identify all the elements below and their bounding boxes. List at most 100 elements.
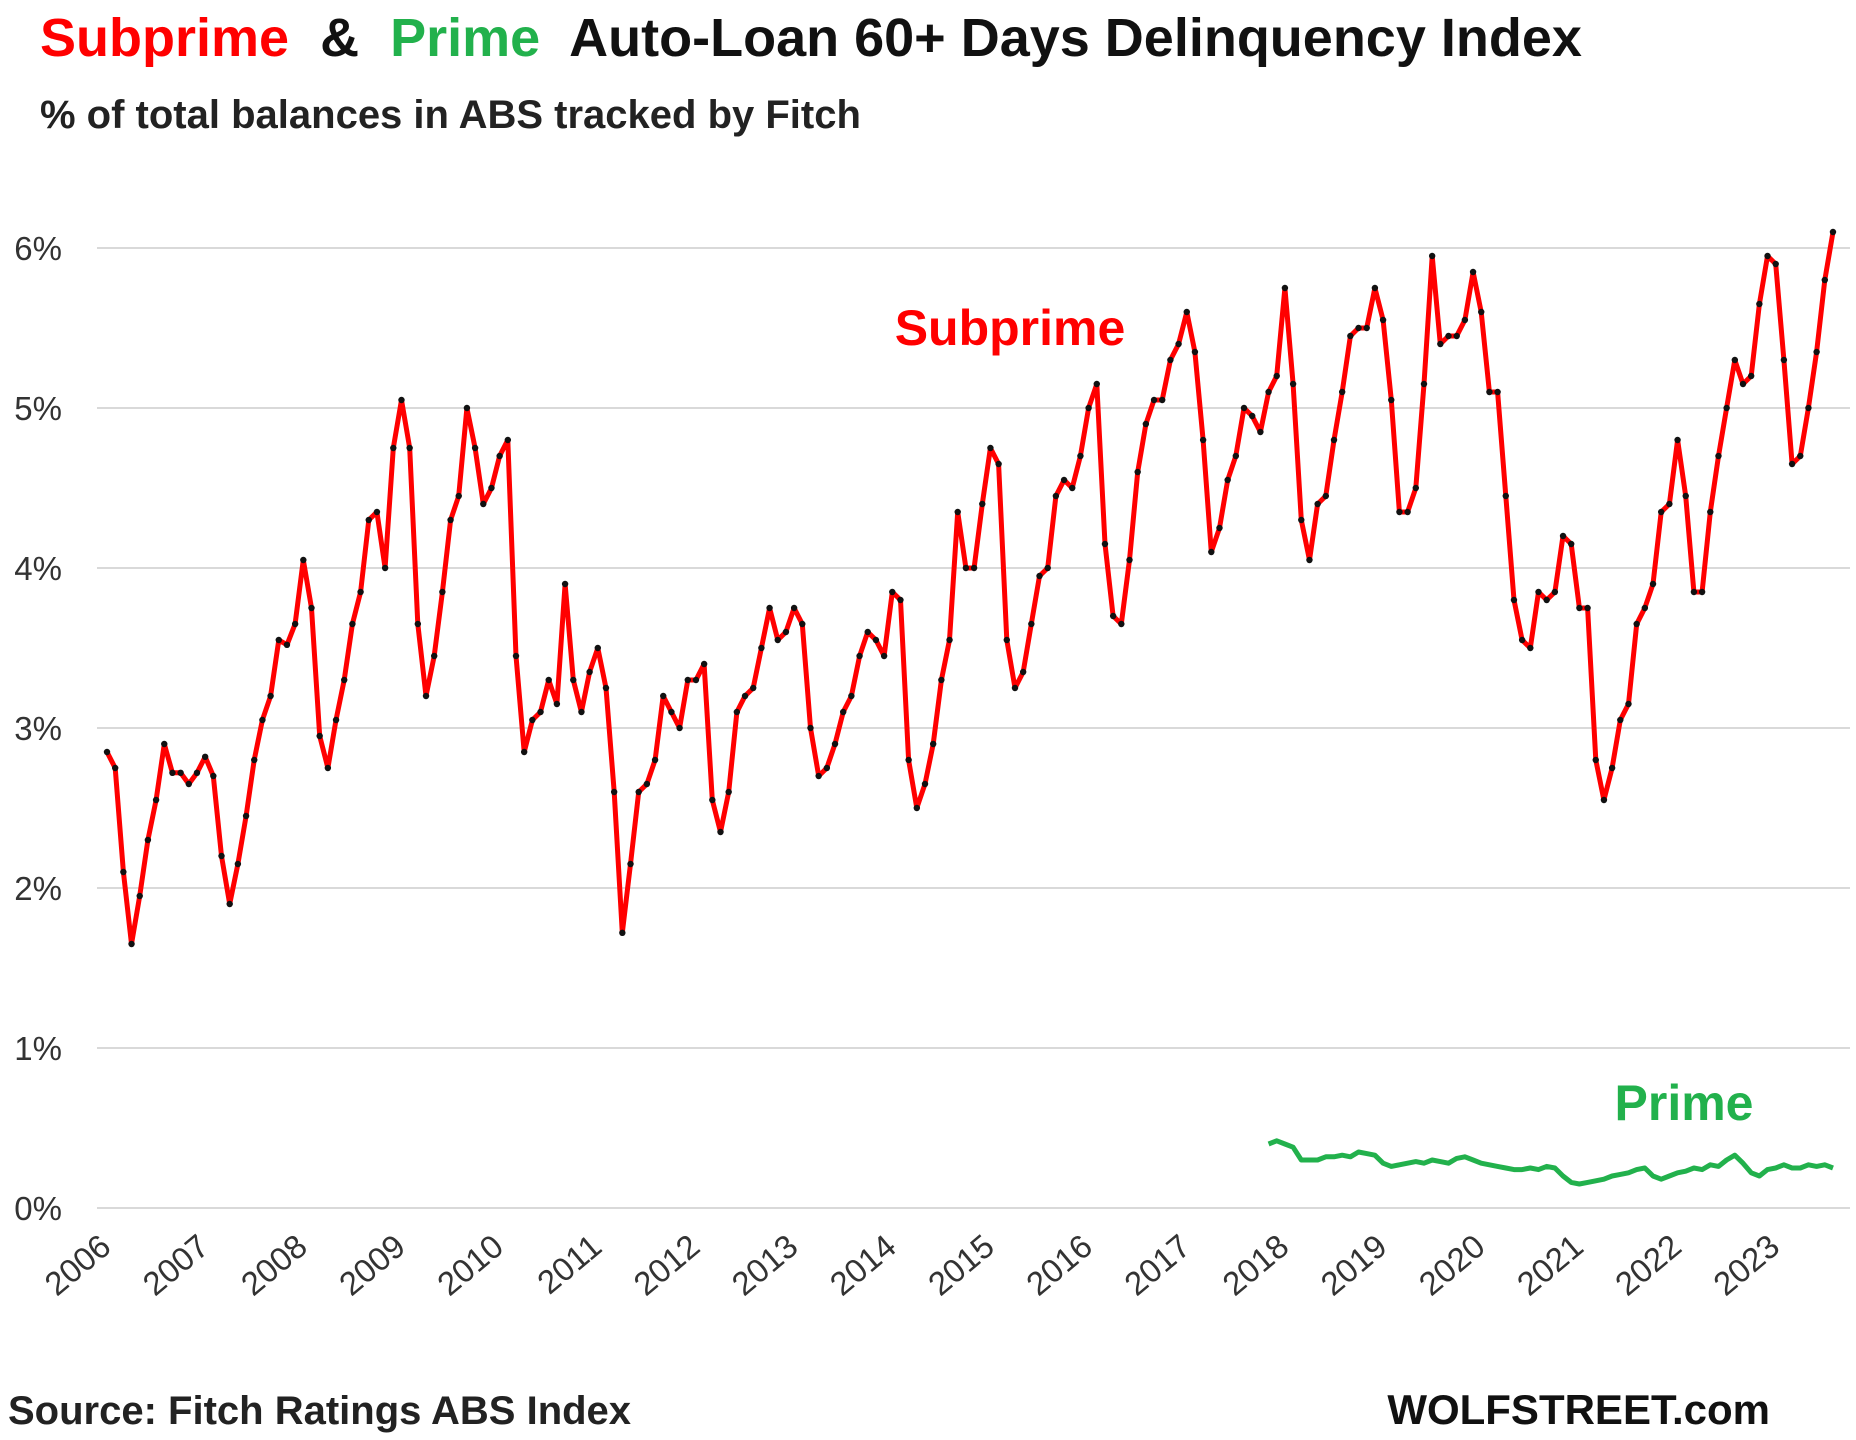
- data-point: [324, 764, 332, 772]
- data-point: [570, 676, 577, 684]
- data-point: [1772, 260, 1779, 268]
- data-point: [758, 644, 765, 652]
- data-point: [815, 772, 822, 780]
- title-part: Subprime: [40, 8, 289, 68]
- data-point: [1698, 588, 1706, 596]
- data-point: [291, 620, 299, 628]
- data-point: [1666, 500, 1673, 508]
- data-point: [905, 756, 912, 764]
- data-point: [741, 692, 749, 700]
- data-point: [1600, 796, 1608, 804]
- x-tick-label: 2014: [823, 1227, 903, 1303]
- data-point: [733, 708, 741, 716]
- data-point: [471, 444, 479, 452]
- data-point: [684, 676, 691, 684]
- data-point: [144, 836, 152, 844]
- y-tick-label: 1%: [14, 1030, 62, 1067]
- data-point: [856, 652, 863, 660]
- title-part: &: [320, 8, 359, 68]
- data-point: [774, 636, 781, 644]
- data-point: [1060, 476, 1068, 484]
- data-point: [872, 636, 880, 644]
- data-point: [1576, 604, 1583, 612]
- data-point: [1747, 372, 1755, 380]
- data-point: [750, 684, 757, 692]
- data-point: [422, 692, 430, 700]
- data-point: [921, 780, 929, 788]
- data-point: [300, 556, 307, 564]
- data-point: [668, 708, 675, 716]
- data-point: [381, 564, 389, 572]
- data-point: [1019, 668, 1027, 676]
- data-point: [782, 628, 790, 636]
- data-point: [840, 708, 847, 716]
- data-point: [946, 636, 953, 644]
- data-point: [1682, 492, 1689, 500]
- data-point: [1584, 604, 1591, 612]
- data-point: [594, 644, 601, 652]
- data-point: [700, 660, 708, 668]
- data-point: [1052, 492, 1060, 500]
- data-point: [725, 788, 732, 796]
- data-point: [987, 444, 994, 452]
- data-point: [1338, 388, 1346, 396]
- data-point: [128, 940, 135, 948]
- data-point: [1134, 468, 1141, 476]
- y-tick-label: 0%: [14, 1190, 62, 1227]
- data-point: [1330, 436, 1338, 444]
- data-point: [1829, 228, 1837, 236]
- data-point: [1118, 620, 1125, 628]
- data-point: [1142, 420, 1150, 428]
- data-point: [962, 564, 970, 572]
- data-point: [1077, 452, 1084, 460]
- data-point: [439, 588, 446, 596]
- data-point: [692, 676, 700, 684]
- data-point: [373, 508, 381, 516]
- data-point: [561, 580, 569, 588]
- data-point: [463, 404, 471, 412]
- series-label: Subprime: [895, 300, 1126, 356]
- data-point: [938, 676, 945, 684]
- data-point: [1608, 764, 1616, 772]
- data-point: [406, 444, 413, 452]
- data-point: [790, 604, 798, 612]
- data-point: [1412, 484, 1420, 492]
- data-point: [1126, 556, 1133, 564]
- data-point: [1625, 700, 1632, 708]
- data-point: [1289, 380, 1297, 388]
- data-point: [259, 716, 266, 724]
- data-point: [1388, 396, 1395, 404]
- data-point: [889, 588, 896, 596]
- data-point: [1494, 388, 1501, 396]
- data-point: [1322, 492, 1330, 500]
- data-point: [717, 828, 724, 836]
- data-point: [799, 620, 806, 628]
- x-tick-label: 2021: [1510, 1227, 1590, 1303]
- data-point: [1298, 516, 1305, 524]
- data-point: [1355, 324, 1362, 332]
- data-point: [660, 692, 667, 700]
- data-point: [1159, 396, 1166, 404]
- data-point: [1649, 580, 1657, 588]
- data-point: [995, 460, 1002, 468]
- data-point: [1379, 316, 1387, 324]
- data-point: [193, 769, 201, 776]
- data-point: [234, 860, 242, 868]
- data-point: [1069, 484, 1076, 492]
- data-point: [1249, 412, 1256, 420]
- data-point: [455, 492, 462, 500]
- data-point: [161, 740, 168, 748]
- data-point: [1003, 636, 1010, 644]
- data-point: [275, 636, 282, 644]
- data-point: [251, 756, 258, 764]
- data-point: [651, 756, 659, 764]
- x-tick-label: 2022: [1608, 1227, 1688, 1303]
- data-point: [1502, 492, 1509, 500]
- series-label: Prime: [1615, 1075, 1754, 1131]
- data-point: [1428, 252, 1436, 260]
- y-tick-label: 4%: [14, 550, 62, 587]
- data-point: [1486, 388, 1493, 396]
- data-point: [1347, 332, 1354, 340]
